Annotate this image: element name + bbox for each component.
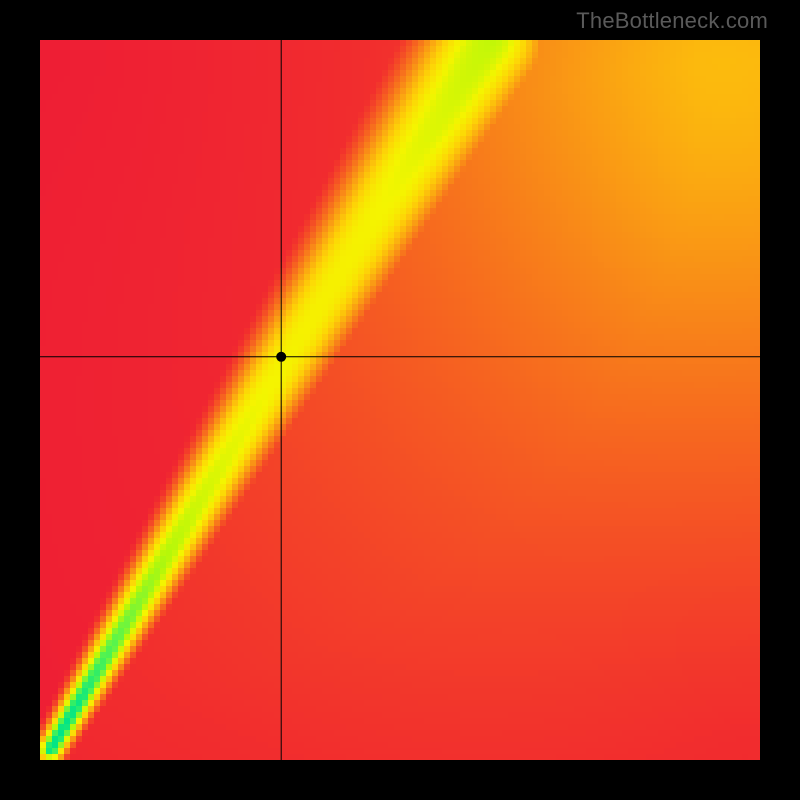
heatmap-canvas [40, 40, 760, 760]
watermark-text: TheBottleneck.com [576, 8, 768, 34]
heatmap-plot [40, 40, 760, 760]
